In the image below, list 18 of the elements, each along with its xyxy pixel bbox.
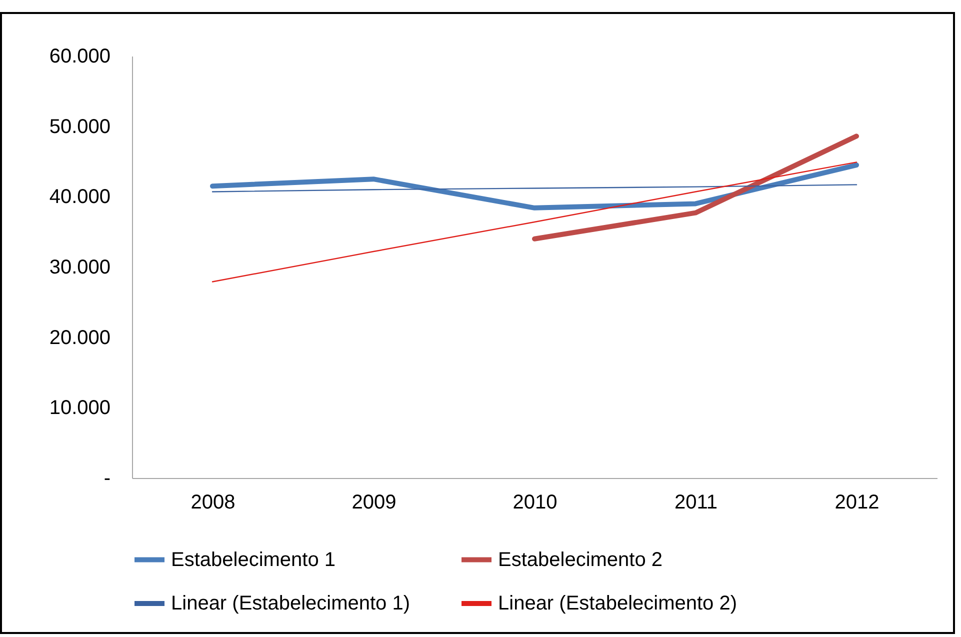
x-tick-label: 2009 [352, 492, 396, 514]
line-series [212, 184, 858, 192]
legend-label: Linear (Estabelecimento 2) [498, 592, 738, 614]
legend-label: Linear (Estabelecimento 1) [171, 592, 410, 614]
y-tick-label: 60.000 [49, 46, 110, 68]
x-tick-label: 2012 [834, 492, 880, 514]
y-tick-label: 20.000 [49, 326, 110, 349]
x-tick-label: 2010 [512, 492, 558, 514]
y-tick-label: 10.000 [49, 397, 110, 420]
legend-label: Estabelecimento 2 [498, 548, 663, 571]
line-series [212, 162, 858, 282]
y-tick-label: 40.000 [49, 186, 110, 208]
y-tick-label: 30.000 [49, 256, 110, 278]
x-tick-label: 2008 [190, 492, 236, 514]
y-tick-label: 50.000 [49, 116, 110, 138]
x-tick-label: 2011 [674, 492, 718, 514]
y-tick-label: - [104, 468, 110, 490]
legend-label: Estabelecimento 1 [171, 548, 336, 571]
